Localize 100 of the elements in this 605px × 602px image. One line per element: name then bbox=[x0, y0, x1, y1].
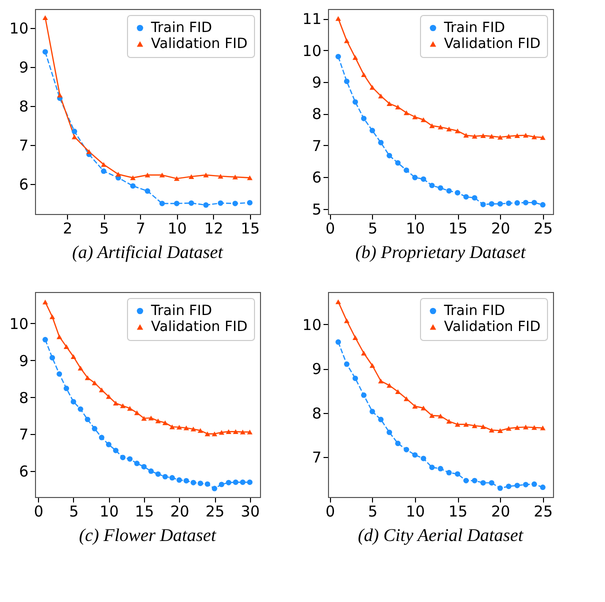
point bbox=[378, 416, 384, 422]
point bbox=[420, 456, 426, 462]
point bbox=[480, 424, 486, 429]
x-tick-label: 12 bbox=[204, 220, 224, 238]
point bbox=[438, 124, 444, 130]
point bbox=[98, 434, 104, 440]
point bbox=[532, 425, 537, 430]
point bbox=[404, 396, 410, 402]
y-tick-label: 8 bbox=[312, 105, 322, 124]
point bbox=[50, 314, 56, 320]
point bbox=[86, 149, 92, 154]
point bbox=[169, 475, 175, 481]
point bbox=[463, 478, 469, 484]
y-tick-label: 8 bbox=[312, 404, 322, 422]
point bbox=[232, 174, 238, 180]
point bbox=[84, 416, 90, 422]
text: (c) Flower Dataset bbox=[79, 525, 217, 545]
point bbox=[480, 133, 486, 138]
x-tick-label: 10 bbox=[100, 502, 119, 520]
point bbox=[497, 201, 503, 207]
point bbox=[472, 195, 478, 201]
point bbox=[198, 480, 204, 486]
y-tick-label: 7 bbox=[18, 426, 28, 444]
point bbox=[162, 474, 168, 480]
point bbox=[404, 110, 410, 116]
point bbox=[446, 470, 452, 476]
point bbox=[361, 116, 367, 122]
point bbox=[240, 479, 246, 485]
point bbox=[42, 300, 48, 304]
point bbox=[335, 54, 341, 60]
point bbox=[247, 430, 253, 434]
point bbox=[70, 354, 76, 360]
point bbox=[134, 410, 140, 416]
point bbox=[98, 388, 104, 392]
point bbox=[514, 133, 520, 138]
point bbox=[429, 413, 435, 418]
point bbox=[532, 200, 537, 206]
x-tick-label: 10 bbox=[406, 220, 425, 238]
point bbox=[352, 99, 358, 105]
point bbox=[232, 479, 238, 485]
x-tick-label: 10 bbox=[406, 502, 425, 520]
point bbox=[226, 429, 232, 434]
point bbox=[120, 403, 126, 408]
point bbox=[488, 134, 494, 139]
point bbox=[56, 334, 62, 340]
point bbox=[386, 383, 392, 388]
point bbox=[429, 464, 435, 470]
point bbox=[141, 416, 147, 421]
y-tick-label: 6 bbox=[18, 175, 28, 194]
text: (b) Proprietary Dataset bbox=[355, 242, 527, 262]
x-tick-label: 7 bbox=[136, 220, 146, 238]
point bbox=[404, 167, 410, 173]
point bbox=[446, 126, 452, 132]
x-tick-label: 25 bbox=[205, 502, 225, 520]
point bbox=[218, 174, 224, 179]
point bbox=[78, 406, 84, 412]
point bbox=[438, 185, 444, 191]
point bbox=[56, 371, 62, 377]
x-tick-label: 15 bbox=[448, 220, 468, 238]
point bbox=[454, 190, 460, 196]
point bbox=[335, 339, 341, 345]
point bbox=[378, 140, 384, 146]
point bbox=[454, 471, 460, 477]
point bbox=[184, 426, 190, 430]
x-tick-label: 0 bbox=[325, 502, 335, 520]
point bbox=[203, 172, 209, 178]
point bbox=[352, 55, 358, 60]
legend-label: Train FID bbox=[150, 20, 212, 36]
point bbox=[232, 429, 238, 434]
point bbox=[130, 183, 136, 189]
point bbox=[100, 162, 106, 167]
text: (a) Artificial Dataset bbox=[72, 242, 224, 262]
point bbox=[532, 481, 537, 487]
point bbox=[155, 418, 161, 424]
point bbox=[72, 134, 78, 140]
point bbox=[472, 478, 478, 484]
point bbox=[174, 200, 180, 206]
point bbox=[344, 78, 350, 84]
point bbox=[532, 134, 537, 140]
point bbox=[386, 430, 392, 436]
point bbox=[412, 174, 418, 180]
x-tick-label: 15 bbox=[134, 502, 154, 520]
point bbox=[148, 468, 154, 474]
legend-label: Train FID bbox=[443, 303, 506, 319]
point bbox=[174, 176, 180, 181]
point bbox=[218, 200, 224, 206]
point bbox=[204, 481, 210, 487]
point bbox=[395, 440, 401, 446]
point bbox=[454, 422, 460, 427]
point bbox=[64, 386, 70, 392]
y-tick-label: 5 bbox=[312, 200, 322, 218]
point bbox=[412, 452, 418, 458]
point bbox=[141, 464, 147, 470]
point bbox=[540, 426, 546, 430]
point bbox=[488, 201, 494, 207]
point bbox=[232, 200, 238, 206]
point bbox=[497, 485, 503, 491]
point bbox=[42, 336, 48, 342]
point bbox=[540, 484, 546, 490]
point bbox=[344, 38, 350, 44]
